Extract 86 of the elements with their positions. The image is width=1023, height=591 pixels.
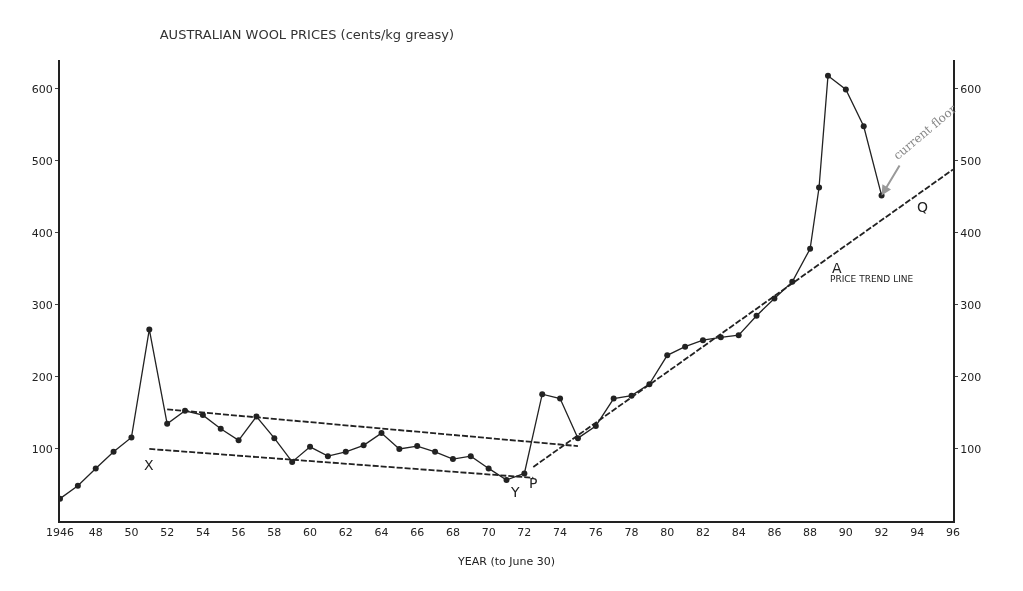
x-tick-label: 66 [410,526,425,540]
y-tick-label: 500 [31,154,53,168]
point [217,425,224,432]
x-tick-label: 76 [588,526,603,540]
y2-tick-label: 400 [960,226,982,240]
point [110,448,117,455]
point [610,395,617,402]
point [539,391,546,398]
y2-tick-label: 600 [960,82,982,96]
y-tick-label: 100 [31,442,53,456]
x-tick-label: 74 [553,526,568,540]
point [164,420,171,427]
x-tick-label: 52 [160,526,175,540]
x-tick-label: 92 [874,526,889,540]
point [592,422,599,429]
point [557,395,564,402]
x-tick-label: 70 [481,526,496,540]
point [378,430,385,437]
x-tick-label: 48 [88,526,103,540]
x-tick-label: 94 [910,526,925,540]
point [92,465,99,472]
point [503,476,510,483]
x-tick-label: 72 [517,526,532,540]
x-tick-label: 56 [231,526,246,540]
point [824,72,831,79]
point [432,448,439,455]
point [807,245,814,252]
x-tick-label: 90 [838,526,853,540]
x-tick-label: 62 [338,526,353,540]
x-tick-label: 60 [303,526,318,540]
x-tick-label: 1946 [46,526,74,540]
point [860,123,867,130]
x-tick-label: 96 [946,526,960,540]
x-axis-title: YEAR (to June 30) [457,555,555,568]
y2-tick-label: 500 [960,154,982,168]
annotation: P [529,475,538,491]
annotation: PRICE TREND LINE [830,274,914,284]
x-tick-label: 84 [731,526,746,540]
x-tick-label: 54 [195,526,210,540]
x-tick-label: 64 [374,526,389,540]
point [735,332,742,339]
point [360,442,367,449]
point [128,434,135,441]
x-tick-label: 80 [660,526,675,540]
point [342,448,349,455]
point [271,435,278,442]
point [449,456,456,463]
x-tick-label: 88 [803,526,818,540]
point [699,337,706,344]
point [485,465,492,472]
point [521,470,528,477]
y-tick-label: 600 [31,82,53,96]
annotation: A [832,260,842,276]
point [467,453,474,460]
y2-tick-label: 200 [960,370,982,384]
chart-title: AUSTRALIAN WOOL PRICES (cents/kg greasy) [159,26,455,42]
point [414,443,421,450]
point [789,278,796,285]
point [289,458,296,465]
annotation: Q [917,199,929,215]
point [753,312,760,319]
x-tick-label: 58 [267,526,282,540]
point [74,482,81,489]
point [146,326,153,333]
y2-tick-label: 300 [960,298,982,312]
x-tick-label: 78 [624,526,639,540]
point [842,86,849,93]
x-tick-label: 68 [445,526,460,540]
point [574,435,581,442]
point [235,437,242,444]
point [816,184,823,191]
point [199,412,206,419]
y2-tick-label: 100 [960,442,982,456]
point [664,352,671,359]
annotation: Y [510,484,520,500]
point [324,453,331,460]
point [307,443,314,450]
point [682,343,689,350]
x-tick-label: 50 [124,526,139,540]
x-tick-label: 86 [767,526,782,540]
x-tick-label: 82 [695,526,710,540]
y-tick-label: 300 [31,298,53,312]
y-tick-label: 200 [31,370,53,384]
y-tick-label: 400 [31,226,53,240]
point [396,445,403,452]
annotation: X [144,457,154,473]
